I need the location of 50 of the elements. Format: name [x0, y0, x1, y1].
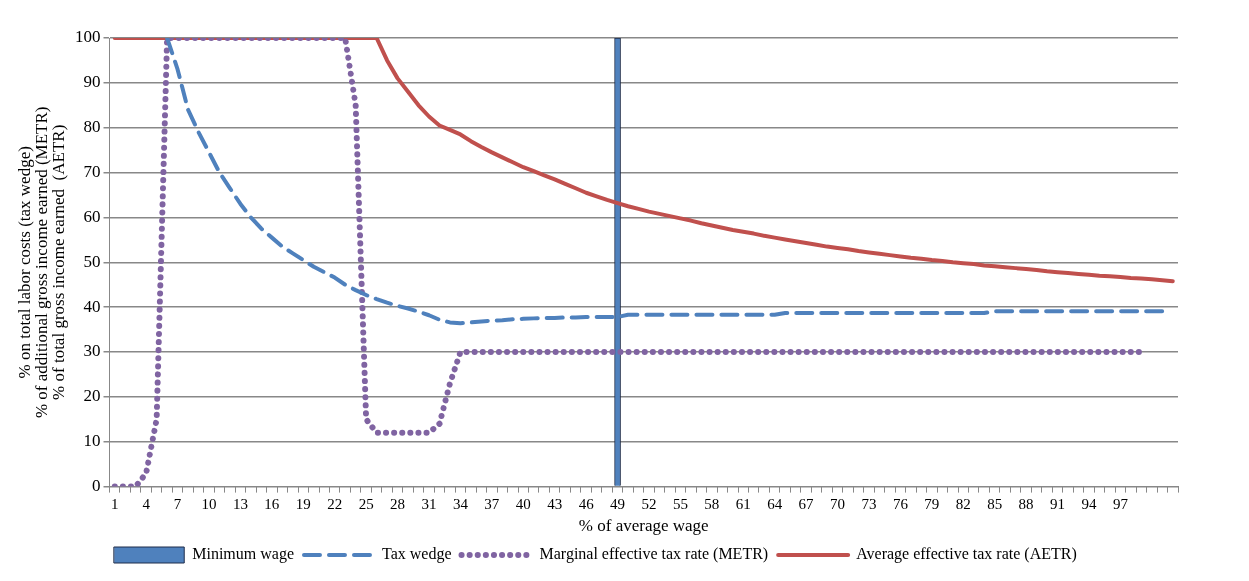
- y-tick-label: 40: [83, 296, 101, 316]
- x-tick-label: 10: [201, 495, 217, 512]
- x-tick-label: 88: [1018, 495, 1034, 512]
- x-tick-label: 34: [452, 495, 469, 512]
- y-tick-label: 70: [83, 162, 101, 182]
- x-tick-label: 94: [1081, 495, 1097, 512]
- x-tick-label: 37: [484, 495, 500, 512]
- y-tick-label: 90: [83, 72, 101, 92]
- x-tick-label: 64: [767, 495, 783, 512]
- x-tick-label: 1: [110, 495, 119, 512]
- y-tick-label: 30: [83, 341, 101, 361]
- x-tick-label: 79: [924, 495, 940, 512]
- x-tick-label: 58: [704, 495, 720, 512]
- x-tick-label: 25: [358, 495, 374, 512]
- y-tick-label: 60: [83, 206, 101, 226]
- x-tick-label: 85: [987, 495, 1003, 512]
- x-tick-label: 28: [390, 495, 406, 512]
- x-tick-label: 82: [955, 495, 971, 512]
- x-tick-label: 7: [173, 495, 182, 512]
- y-tick-label: 20: [83, 386, 101, 406]
- legend-label: Tax wedge: [381, 545, 452, 564]
- legend-label: Average effective tax rate (AETR): [856, 545, 1077, 564]
- x-tick-label: 16: [264, 495, 280, 512]
- y-tick-label: 100: [75, 27, 101, 47]
- legend-label: Marginal effective tax rate (METR): [539, 545, 769, 564]
- y-axis-title: % on total labor costs (tax wedge) % of additional gross income earned (METR) % of total gross income earned (AETR): [14, 106, 68, 419]
- x-tick-label: 70: [830, 495, 846, 512]
- y-tick-label: 10: [83, 431, 101, 451]
- x-tick-label: 40: [515, 495, 531, 512]
- x-tick-label: 67: [798, 495, 815, 512]
- x-tick-label: 61: [735, 495, 751, 512]
- x-tick-label: 46: [578, 495, 595, 512]
- x-tick-label: 22: [327, 495, 343, 512]
- y-tick-label: 0: [92, 476, 101, 496]
- x-tick-label: 4: [142, 495, 151, 512]
- x-tick-label: 97: [1112, 495, 1129, 512]
- x-tick-label: 52: [641, 495, 657, 512]
- legend-label: Minimum wage: [192, 545, 294, 564]
- y-tick-label: 80: [83, 117, 101, 137]
- x-tick-label: 49: [610, 495, 626, 512]
- x-tick-label: 76: [892, 495, 909, 512]
- x-tick-label: 73: [861, 495, 877, 512]
- x-tick-label: 55: [672, 495, 688, 512]
- x-tick-label: 31: [421, 495, 437, 512]
- x-tick-label: 91: [1050, 495, 1066, 512]
- x-tick-label: 13: [232, 495, 248, 512]
- x-axis-title: % of average wage: [578, 516, 709, 536]
- y-tick-label: 50: [83, 251, 101, 271]
- x-tick-label: 43: [547, 495, 563, 512]
- x-tick-label: 19: [295, 495, 311, 512]
